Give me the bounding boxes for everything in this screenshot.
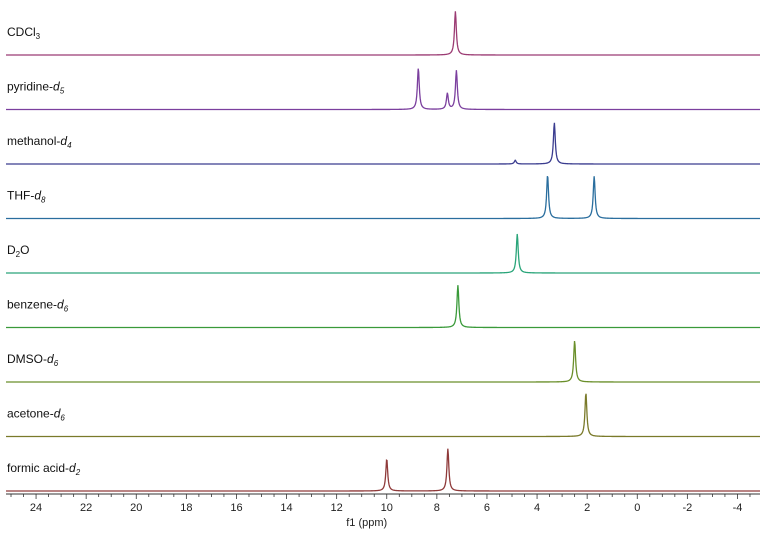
series-label: formic acid-d2 [7,461,81,477]
x-tick-label: 6 [484,502,490,514]
series-label: DMSO-d6 [7,352,59,368]
spectrum-7: DMSO-d6 [6,340,760,383]
spectrum-4: THF-d8 [6,175,760,220]
spectrum-line [6,68,760,111]
series-label: acetone-d6 [7,407,65,423]
spectrum-3: methanol-d4 [6,122,760,165]
series-label: D2O [7,243,29,259]
x-tick-label: 12 [331,502,343,514]
spectrum-line [6,340,760,383]
x-tick-label: 20 [130,502,142,514]
spectrum-line [6,11,760,56]
x-tick-label: 22 [80,502,92,514]
spectrum-line [6,122,760,165]
x-tick-label: 24 [30,502,42,514]
spectrum-1: CDCl3 [6,11,760,56]
x-tick-label: 4 [534,502,540,514]
x-tick-label: 18 [180,502,192,514]
spectrum-8: acetone-d6 [6,393,760,438]
x-tick-label: 14 [280,502,292,514]
spectrum-line [6,175,760,220]
spectrum-5: D2O [6,233,760,274]
x-tick-label: 8 [434,502,440,514]
series-label: pyridine-d5 [7,80,65,96]
series-label: benzene-d6 [7,298,69,314]
x-axis: 24 22 20 18 16 14 12 10 8 6 4 2 0 -2 -4f1 (ppm) [6,493,760,529]
x-tick-label: -2 [682,502,692,514]
series-label: THF-d8 [7,189,46,205]
x-tick-label: 10 [381,502,393,514]
spectrum-9: formic acid-d2 [6,448,760,492]
series-label: methanol-d4 [7,134,72,150]
x-axis-title: f1 (ppm) [346,517,387,529]
spectrum-6: benzene-d6 [6,285,760,329]
spectrum-line [6,285,760,329]
series-label: CDCl3 [7,25,41,41]
spectrum-2: pyridine-d5 [6,68,760,111]
spectrum-line [6,233,760,274]
x-tick-label: -4 [733,502,743,514]
x-tick-label: 16 [230,502,242,514]
spectrum-line [6,448,760,492]
spectrum-line [6,393,760,438]
x-tick-label: 0 [634,502,640,514]
x-tick-label: 2 [584,502,590,514]
